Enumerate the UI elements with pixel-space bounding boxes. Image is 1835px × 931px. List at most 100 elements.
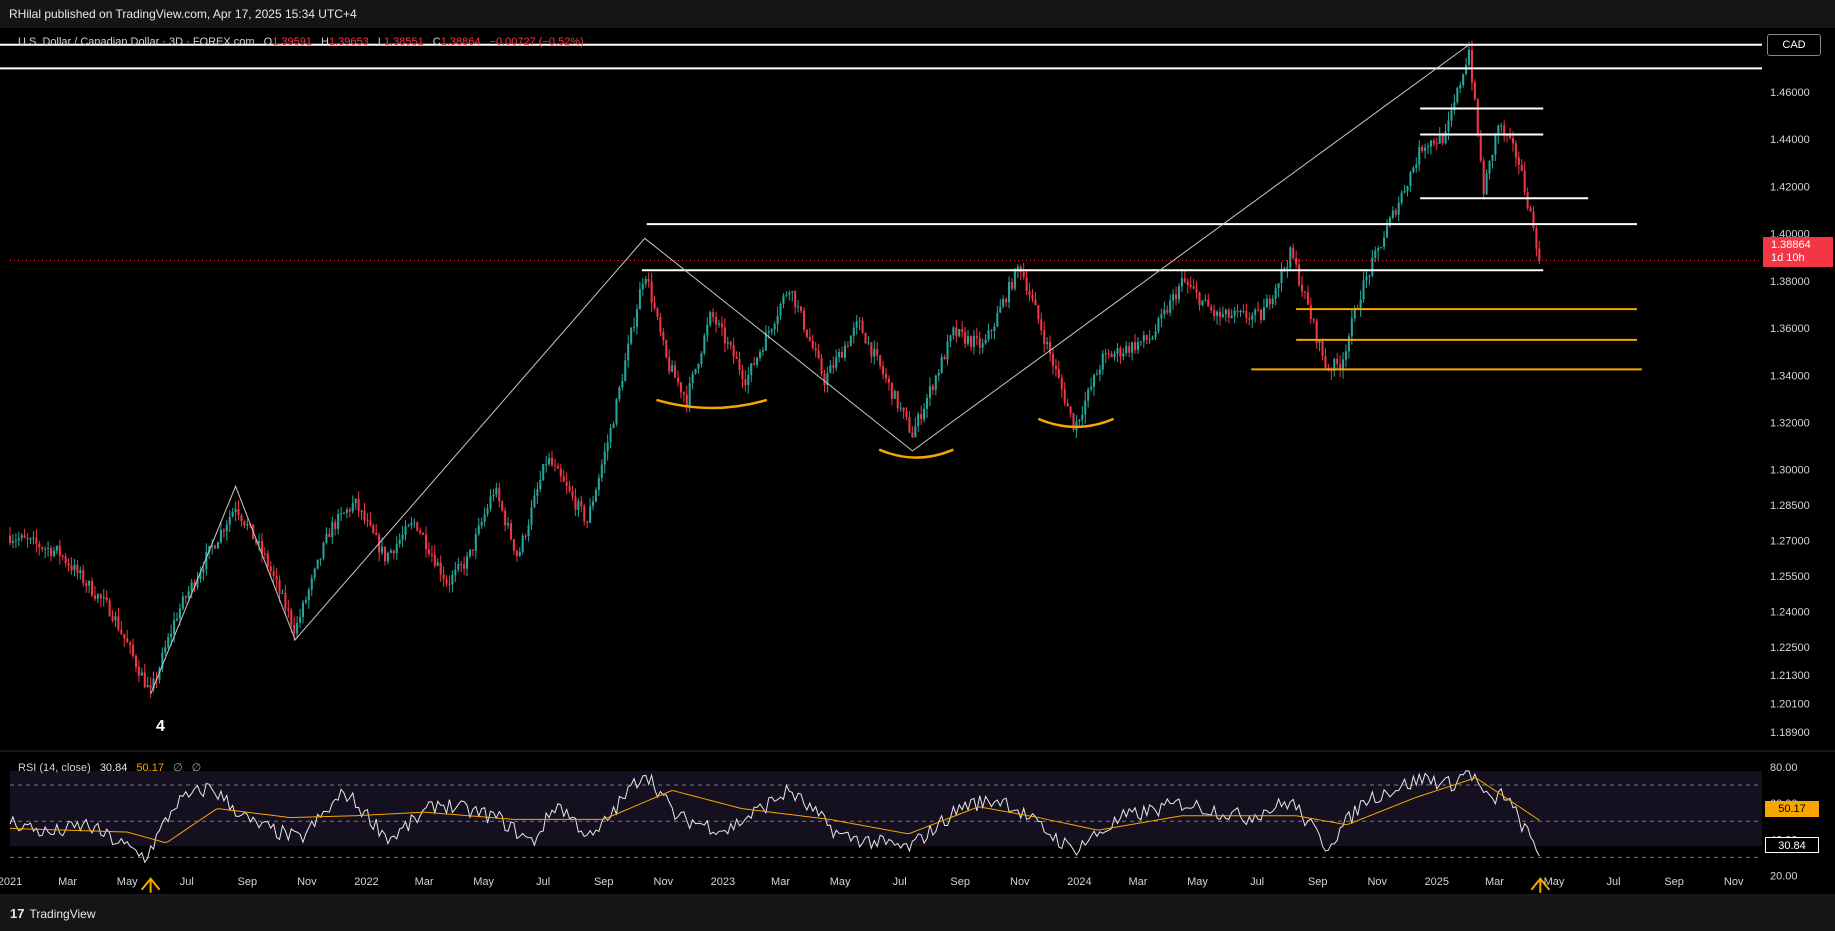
candle-body — [764, 332, 767, 351]
candle-body — [1415, 164, 1418, 168]
candle-body — [1010, 282, 1014, 289]
rsi-label: RSI (14, close) — [18, 762, 91, 774]
candle-body — [1236, 310, 1239, 313]
price-tick-label: 1.28500 — [1770, 500, 1810, 512]
candle-body — [937, 372, 940, 376]
candle-body — [1204, 299, 1207, 301]
candle-body — [750, 363, 753, 376]
rsi-ma-line — [9, 777, 1540, 844]
candle-body — [1298, 264, 1301, 285]
candle-body — [861, 320, 864, 334]
time-tick-label: Sep — [594, 876, 614, 888]
price-tick-label: 1.34000 — [1770, 370, 1810, 382]
candle-body — [401, 534, 404, 540]
candle-body — [1251, 314, 1254, 320]
candle-body — [1444, 131, 1447, 144]
candle-body — [527, 524, 530, 537]
candle-body — [870, 342, 873, 357]
candle-body — [662, 331, 665, 341]
candle-body — [1169, 300, 1172, 313]
candle-body — [1192, 286, 1195, 289]
price-tick-label: 1.27000 — [1770, 536, 1810, 548]
candle-body — [1183, 278, 1186, 282]
candle-body — [615, 399, 618, 425]
candle-body — [1172, 294, 1175, 301]
support-arc-1 — [878, 448, 954, 459]
candle-body — [88, 580, 91, 586]
candle-body — [896, 391, 899, 409]
time-tick-label: Mar — [415, 876, 434, 888]
currency-button[interactable]: CAD — [1767, 34, 1821, 56]
candle-body — [858, 320, 861, 322]
candle-body — [483, 514, 486, 522]
candle-body — [1101, 353, 1104, 370]
candle-body — [486, 508, 489, 515]
candle-body — [281, 592, 284, 594]
candle-body — [1397, 202, 1400, 215]
candle-body — [633, 326, 636, 328]
candle-body — [246, 524, 249, 526]
candle-body — [934, 375, 937, 390]
candle-body — [1104, 353, 1107, 355]
candle-body — [1353, 308, 1356, 319]
candle-body — [61, 555, 64, 557]
candle-body — [823, 373, 826, 385]
candle-body — [82, 570, 85, 584]
candle-body — [35, 537, 38, 544]
candle-body — [735, 356, 738, 359]
candle-body — [1289, 247, 1292, 268]
price-tick-label: 1.30000 — [1770, 465, 1810, 477]
candle-body — [313, 568, 316, 578]
candle-body — [1538, 248, 1541, 261]
candle-body — [1005, 298, 1008, 303]
candle-body — [597, 477, 600, 490]
candle-body — [591, 501, 595, 507]
candle-body — [120, 629, 123, 634]
open-value: 1.39591 — [272, 36, 312, 48]
candle-body — [1506, 134, 1509, 136]
rsi-legend: RSI (14, close) 30.84 50.17 ∅ ∅ — [18, 761, 201, 774]
time-tick-label: Jul — [1607, 876, 1621, 888]
candle-body — [1491, 154, 1494, 161]
candle-body — [369, 520, 372, 526]
price-tick-label: 1.25500 — [1770, 571, 1810, 583]
candle-body — [407, 525, 410, 527]
candle-body — [779, 304, 782, 316]
tradingview-brand[interactable]: 17 TradingView — [10, 906, 96, 921]
candle-body — [1497, 125, 1500, 136]
candle-body — [1122, 353, 1125, 357]
candle-body — [920, 414, 923, 420]
candle-body — [650, 281, 653, 303]
candle-body — [372, 525, 375, 533]
time-tick-label: Sep — [1308, 876, 1328, 888]
candle-body — [712, 312, 715, 317]
candle-body — [234, 508, 237, 512]
candle-body — [334, 522, 337, 529]
candle-body — [644, 278, 647, 284]
candle-body — [553, 465, 556, 467]
candle-body — [621, 381, 624, 388]
candle-body — [1046, 341, 1049, 344]
candle-body — [1248, 318, 1251, 320]
time-tick-label: 2024 — [1067, 876, 1091, 888]
candle-body — [1224, 309, 1227, 315]
candle-body — [214, 545, 217, 549]
candle-body — [1526, 192, 1529, 209]
candle-body — [1514, 143, 1517, 158]
candle-body — [322, 542, 325, 559]
candle-body — [952, 327, 955, 336]
candle-body — [44, 548, 47, 550]
candle-body — [1230, 315, 1233, 318]
candle-body — [181, 596, 184, 609]
candle-body — [1523, 170, 1526, 193]
published-info: RHilal published on TradingView.com, Apr… — [9, 7, 357, 21]
candle-body — [1154, 331, 1157, 338]
candle-body — [521, 535, 524, 552]
candle-body — [76, 564, 79, 573]
candle-body — [222, 529, 225, 532]
candle-body — [653, 302, 656, 309]
candle-body — [454, 569, 457, 575]
rsi-extra-2: ∅ — [191, 762, 202, 774]
candle-body — [375, 532, 378, 535]
